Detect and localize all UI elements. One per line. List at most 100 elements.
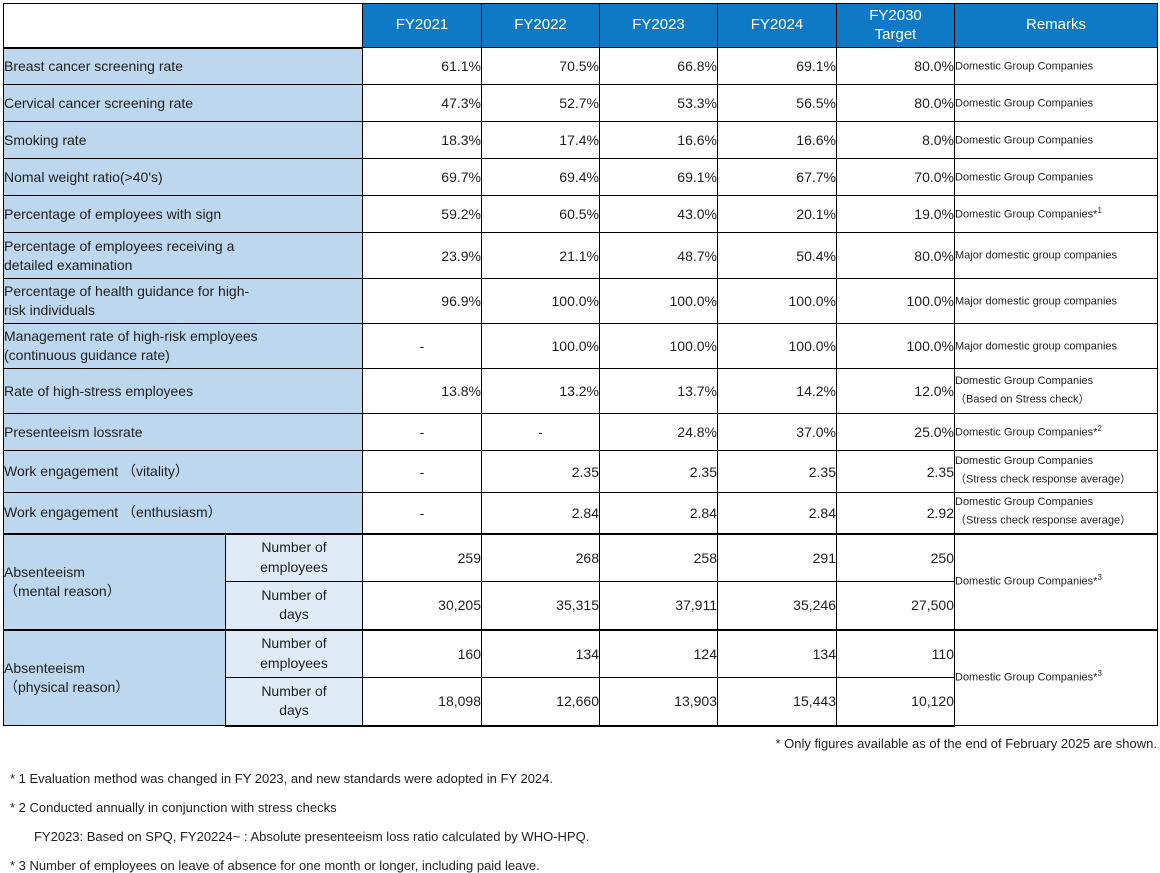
remark-superscript: 1 — [1097, 205, 1102, 215]
value-cell: 53.3% — [599, 84, 718, 122]
value-cell: 2.35 — [599, 450, 718, 493]
health-metrics-table: FY2021 FY2022 FY2023 FY2024 FY2030 Targe… — [3, 3, 1158, 727]
value-cell: - — [362, 323, 482, 369]
value-cell: 69.7% — [362, 158, 482, 196]
remark-text: Major domestic group companies — [955, 340, 1118, 353]
remark-text: Domestic Group Companies* — [955, 426, 1098, 439]
remark-cell: Domestic Group Companies*1 — [954, 195, 1158, 233]
value-cell: 2.35 — [717, 450, 837, 493]
value-cell: 160 — [362, 628, 482, 678]
value-cell: 67.7% — [717, 158, 837, 196]
remark-cell: Major domestic group companies — [954, 232, 1158, 279]
column-header-fy2022: FY2022 — [481, 3, 600, 48]
footnotes: * 1 Evaluation method was changed in FY … — [10, 771, 1160, 873]
table-row: Nomal weight ratio(>40's) 69.7% 69.4% 69… — [3, 158, 1158, 196]
remark-text: Domestic Group Companies （Stress check r… — [955, 455, 1132, 486]
value-cell: 100.0% — [599, 278, 718, 324]
table-row-absenteeism-physical-employees: Absenteeism （physical reason） Number of … — [3, 628, 1158, 726]
value-cell: 13.2% — [481, 368, 600, 414]
value-cell: - — [362, 492, 482, 534]
footnote-3: * 3 Number of employees on leave of abse… — [10, 857, 540, 873]
remark-text: Domestic Group Companies* — [955, 672, 1098, 685]
table-row-absenteeism-mental-days: Number of days 30,205 35,315 37,911 35,2… — [4, 581, 1158, 630]
remark-cell: Domestic Group Companies*3 — [954, 628, 1158, 726]
remark-text: Domestic Group Companies — [955, 134, 1094, 147]
value-cell: 30,205 — [362, 581, 482, 630]
value-cell: 27,500 — [836, 581, 955, 630]
value-cell: 2.84 — [481, 492, 600, 534]
value-cell: 2.35 — [481, 450, 600, 493]
table-row: Percentage of employees with sign 59.2% … — [3, 195, 1158, 233]
value-cell: 15,443 — [717, 677, 837, 727]
value-cell: 23.9% — [362, 232, 482, 279]
value-cell: 19.0% — [836, 195, 955, 233]
value-cell: 70.5% — [481, 47, 600, 85]
column-header-fy2030-target: FY2030 Target — [836, 3, 955, 48]
value-cell: 96.9% — [362, 278, 482, 324]
value-cell: 48.7% — [599, 232, 718, 279]
remark-superscript: 3 — [1097, 669, 1102, 679]
value-cell: 35,315 — [481, 581, 600, 630]
value-cell: - — [362, 413, 482, 451]
remark-cell: Domestic Group Companies — [954, 121, 1158, 159]
value-cell: 47.3% — [362, 84, 482, 122]
row-label: Rate of high-stress employees — [3, 368, 363, 414]
value-cell: 18,098 — [362, 677, 482, 727]
remark-cell: Domestic Group Companies*2 — [954, 413, 1158, 451]
value-cell: 10,120 — [836, 677, 955, 727]
value-cell: 12,660 — [481, 677, 600, 727]
row-label: Nomal weight ratio(>40's) — [3, 158, 363, 196]
remark-text: Domestic Group Companies （Based on Stres… — [955, 374, 1094, 406]
value-cell: 25.0% — [836, 413, 955, 451]
value-cell: 100.0% — [717, 323, 837, 369]
corner-cell — [3, 3, 363, 48]
table-row: Percentage of employees receiving a deta… — [3, 232, 1158, 279]
row-label: Percentage of employees receiving a deta… — [3, 232, 363, 279]
sub-row-label: Number of days — [225, 581, 363, 630]
value-cell: 124 — [599, 628, 718, 678]
value-cell: 100.0% — [836, 323, 955, 369]
remark-text: Major domestic group companies — [955, 295, 1118, 308]
value-cell: 12.0% — [836, 368, 955, 414]
value-cell: 259 — [362, 532, 482, 582]
value-cell: 100.0% — [836, 278, 955, 324]
value-cell: 268 — [481, 532, 600, 582]
value-cell: 13.8% — [362, 368, 482, 414]
table-row: Work engagement （enthusiasm） - 2.84 2.84… — [3, 492, 1158, 534]
value-cell: 2.84 — [599, 492, 718, 534]
value-cell: 70.0% — [836, 158, 955, 196]
value-cell: 50.4% — [717, 232, 837, 279]
row-label: Breast cancer screening rate — [3, 46, 363, 85]
remark-superscript: 2 — [1097, 423, 1102, 433]
column-header-fy2021: FY2021 — [362, 3, 482, 48]
remark-text: Major domestic group companies — [955, 249, 1118, 262]
remark-cell: Domestic Group Companies — [954, 84, 1158, 122]
table-row-absenteeism-mental-employees: Absenteeism （mental reason） Number of em… — [3, 532, 1158, 630]
row-label: Percentage of employees with sign — [3, 195, 363, 233]
value-cell: 16.6% — [599, 121, 718, 159]
value-cell: 80.0% — [836, 47, 955, 85]
row-label: Percentage of health guidance for high- … — [3, 278, 363, 324]
value-cell: 69.1% — [599, 158, 718, 196]
remark-cell: Domestic Group Companies*3 — [954, 532, 1158, 630]
value-cell: 35,246 — [717, 581, 837, 630]
value-cell: - — [362, 450, 482, 493]
header-row: FY2021 FY2022 FY2023 FY2024 FY2030 Targe… — [3, 3, 1158, 48]
value-cell: 56.5% — [717, 84, 837, 122]
sub-row-label: Number of employees — [225, 532, 363, 582]
value-cell: 2.35 — [836, 450, 955, 493]
remark-text: Domestic Group Companies — [955, 97, 1094, 110]
remark-text: Domestic Group Companies — [955, 171, 1094, 184]
value-cell: 13,903 — [599, 677, 718, 727]
remark-text: Domestic Group Companies* — [955, 208, 1098, 221]
row-label: Smoking rate — [3, 121, 363, 159]
table-row: Work engagement （vitality） - 2.35 2.35 2… — [3, 450, 1158, 493]
remark-cell: Domestic Group Companies （Based on Stres… — [954, 368, 1158, 414]
table-row: Smoking rate 18.3% 17.4% 16.6% 16.6% 8.0… — [3, 121, 1158, 159]
footnote-2: * 2 Conducted annually in conjunction wi… — [10, 799, 337, 815]
value-cell: 134 — [481, 628, 600, 678]
value-cell: 17.4% — [481, 121, 600, 159]
value-cell: 8.0% — [836, 121, 955, 159]
column-header-fy2023: FY2023 — [599, 3, 718, 48]
table-row-absenteeism-physical-days: Number of days 18,098 12,660 13,903 15,4… — [4, 677, 1158, 727]
